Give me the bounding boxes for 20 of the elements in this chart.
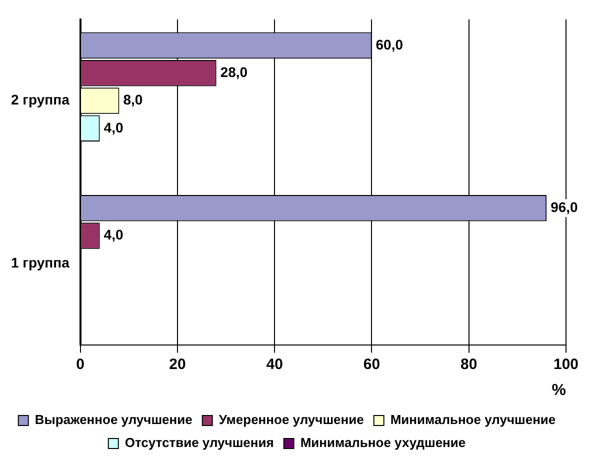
x-tick-label: 0 bbox=[76, 356, 85, 373]
x-tick-label: 60 bbox=[363, 356, 380, 373]
data-label: 28,0 bbox=[220, 64, 248, 80]
legend-label: Умеренное улучшение bbox=[218, 412, 364, 428]
y-tick-label: 1 группа bbox=[11, 254, 70, 270]
x-tick-label: 40 bbox=[266, 356, 283, 373]
legend-label: Отсутствие улучшения bbox=[124, 435, 274, 450]
x-tick-label: 100 bbox=[553, 356, 579, 373]
x-tick-label: 80 bbox=[460, 356, 478, 373]
x-axis-title: % bbox=[552, 382, 566, 399]
x-tick-label: 20 bbox=[169, 356, 186, 373]
legend-label: Минимальное улучшение bbox=[390, 412, 556, 428]
data-label: 8,0 bbox=[123, 92, 143, 108]
data-label: 4,0 bbox=[104, 119, 124, 136]
y-tick-label: 2 группа bbox=[11, 92, 70, 108]
data-label: 4,0 bbox=[104, 226, 124, 243]
legend-label: Минимальное ухудшение bbox=[300, 435, 466, 450]
legend-label: Выраженное улучшение bbox=[34, 412, 192, 428]
data-label: 96,0 bbox=[550, 198, 578, 215]
data-label: 60,0 bbox=[376, 36, 404, 52]
